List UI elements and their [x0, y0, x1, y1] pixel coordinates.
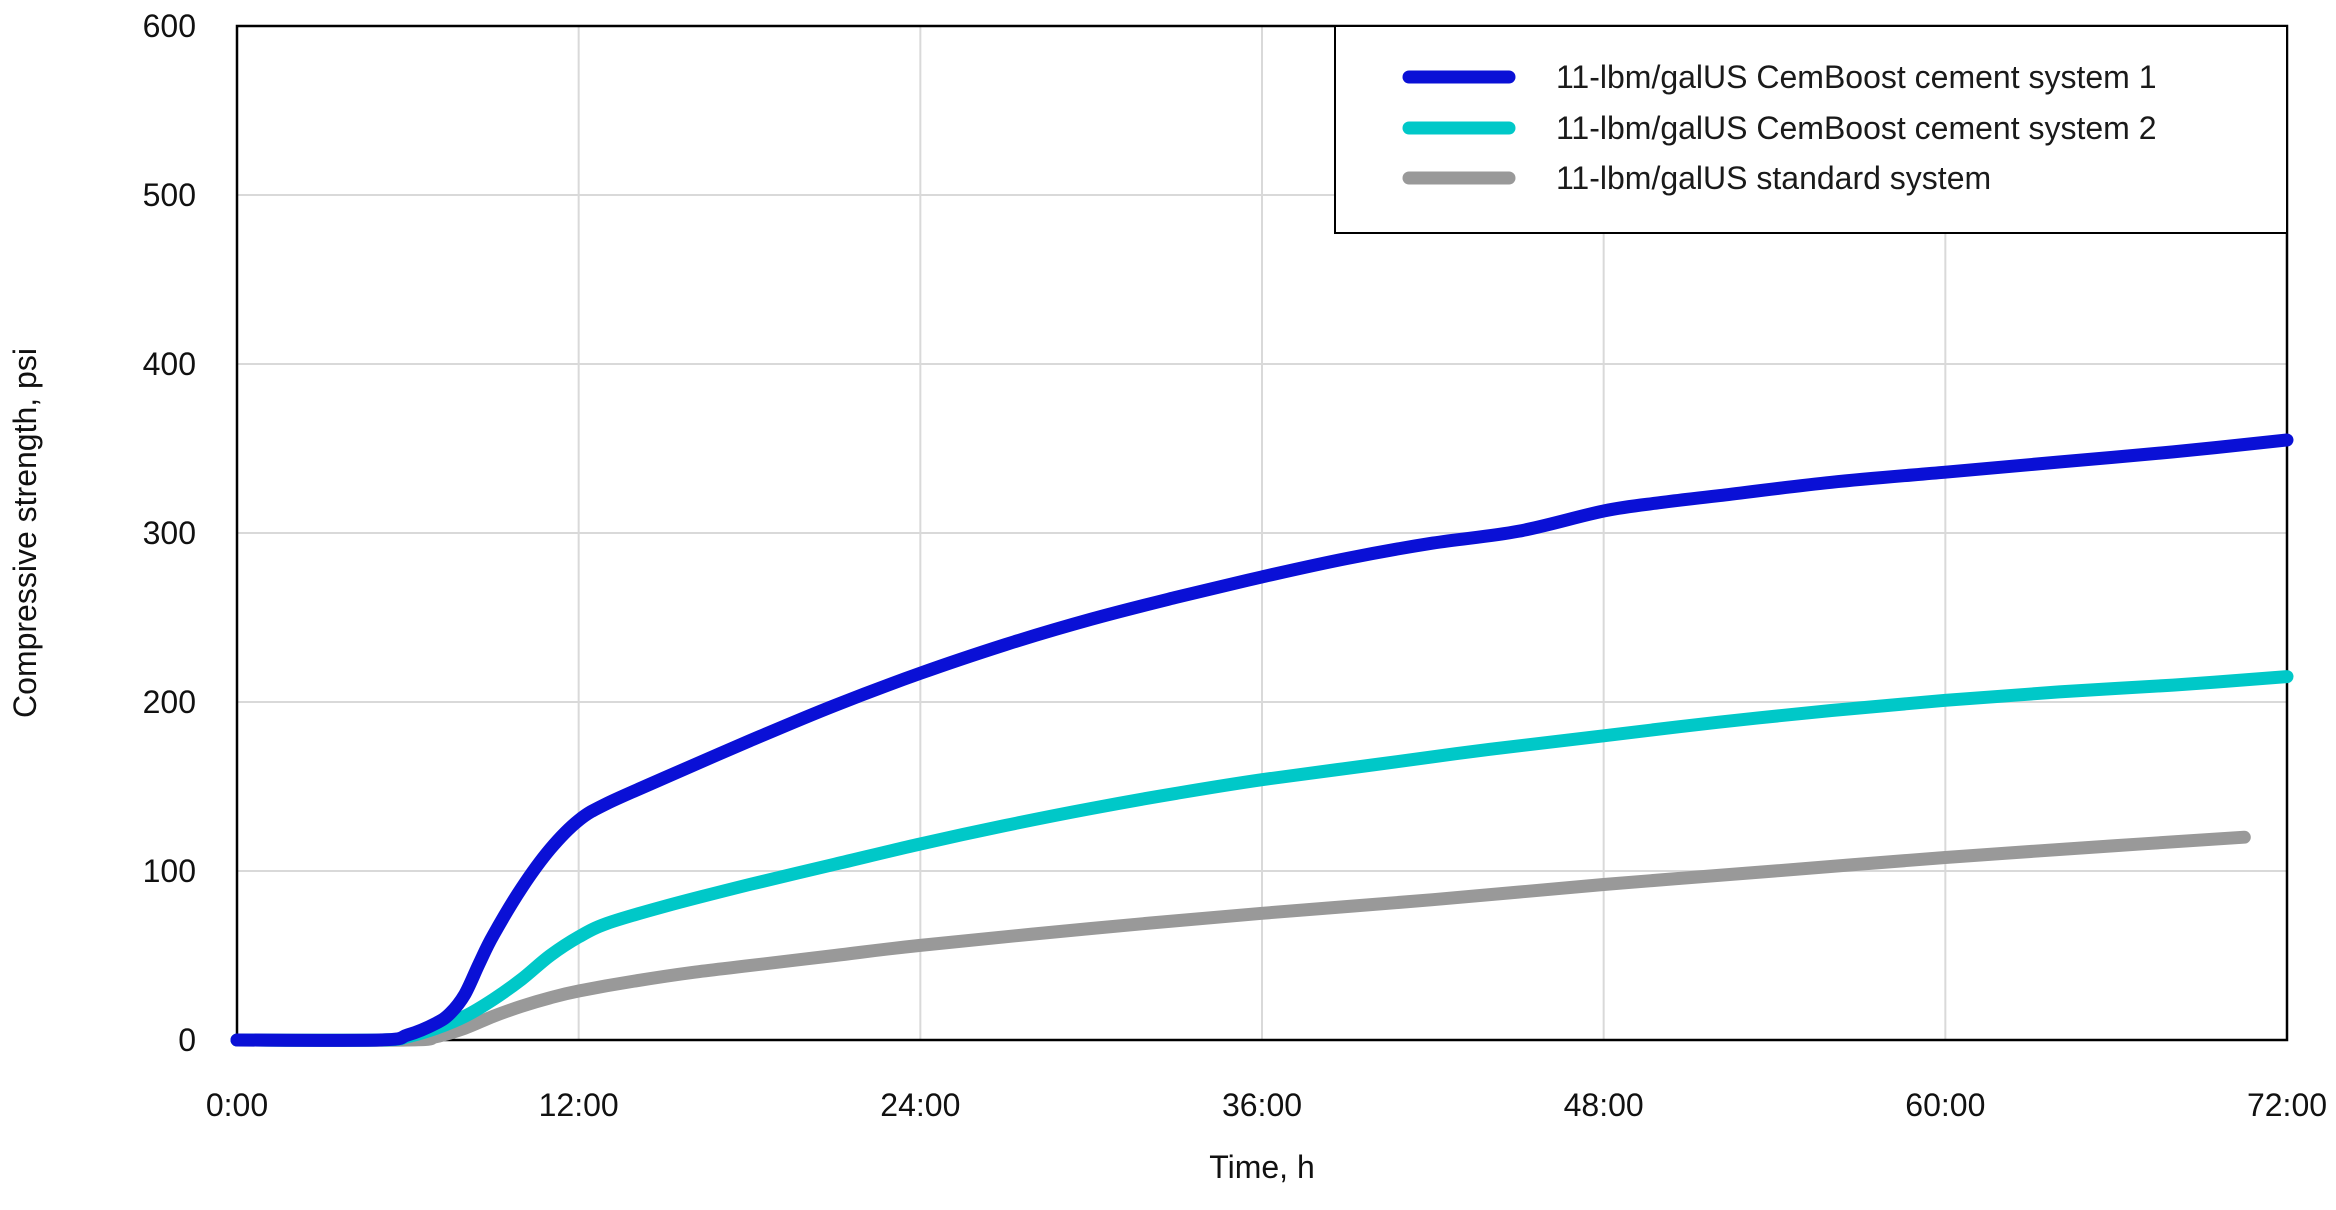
- legend-items: 11-lbm/galUS CemBoost cement system 1 11-…: [1402, 59, 2157, 196]
- series-lines: [230, 433, 2294, 1047]
- y-axis-title: Compressive strength, psi: [7, 348, 43, 718]
- x-tick-label: 36:00: [1222, 1087, 1302, 1123]
- y-tick-label: 0: [178, 1022, 196, 1058]
- x-tick-label: 60:00: [1905, 1087, 1985, 1123]
- x-tick-label: 24:00: [880, 1087, 960, 1123]
- x-axis-tick-labels: 0:00 12:00 24:00 36:00 48:00 60:00 72:00: [206, 1087, 2327, 1123]
- plot-area-frame: [235, 24, 2289, 1042]
- x-tick-label: 0:00: [206, 1087, 268, 1123]
- y-tick-label: 600: [143, 8, 196, 44]
- x-axis-title: Time, h: [1209, 1149, 1315, 1185]
- legend: 11-lbm/galUS CemBoost cement system 1 11-…: [1334, 25, 2288, 234]
- legend-label-2: 11-lbm/galUS CemBoost cement system 2: [1556, 110, 2157, 146]
- y-tick-label: 300: [143, 515, 196, 551]
- series-line-3: [230, 830, 2251, 1047]
- y-tick-label: 200: [143, 684, 196, 720]
- x-tick-label: 72:00: [2247, 1087, 2327, 1123]
- y-tick-label: 100: [143, 853, 196, 889]
- series-line-1: [230, 433, 2294, 1047]
- legend-label-1: 11-lbm/galUS CemBoost cement system 1: [1556, 59, 2157, 95]
- y-axis-tick-labels: 0 100 200 300 400 500 600: [143, 8, 196, 1058]
- y-tick-label: 500: [143, 177, 196, 213]
- y-tick-label: 400: [143, 346, 196, 382]
- legend-label-3: 11-lbm/galUS standard system: [1556, 160, 1991, 196]
- x-tick-label: 12:00: [539, 1087, 619, 1123]
- series-line-2: [230, 670, 2294, 1047]
- x-tick-label: 48:00: [1564, 1087, 1644, 1123]
